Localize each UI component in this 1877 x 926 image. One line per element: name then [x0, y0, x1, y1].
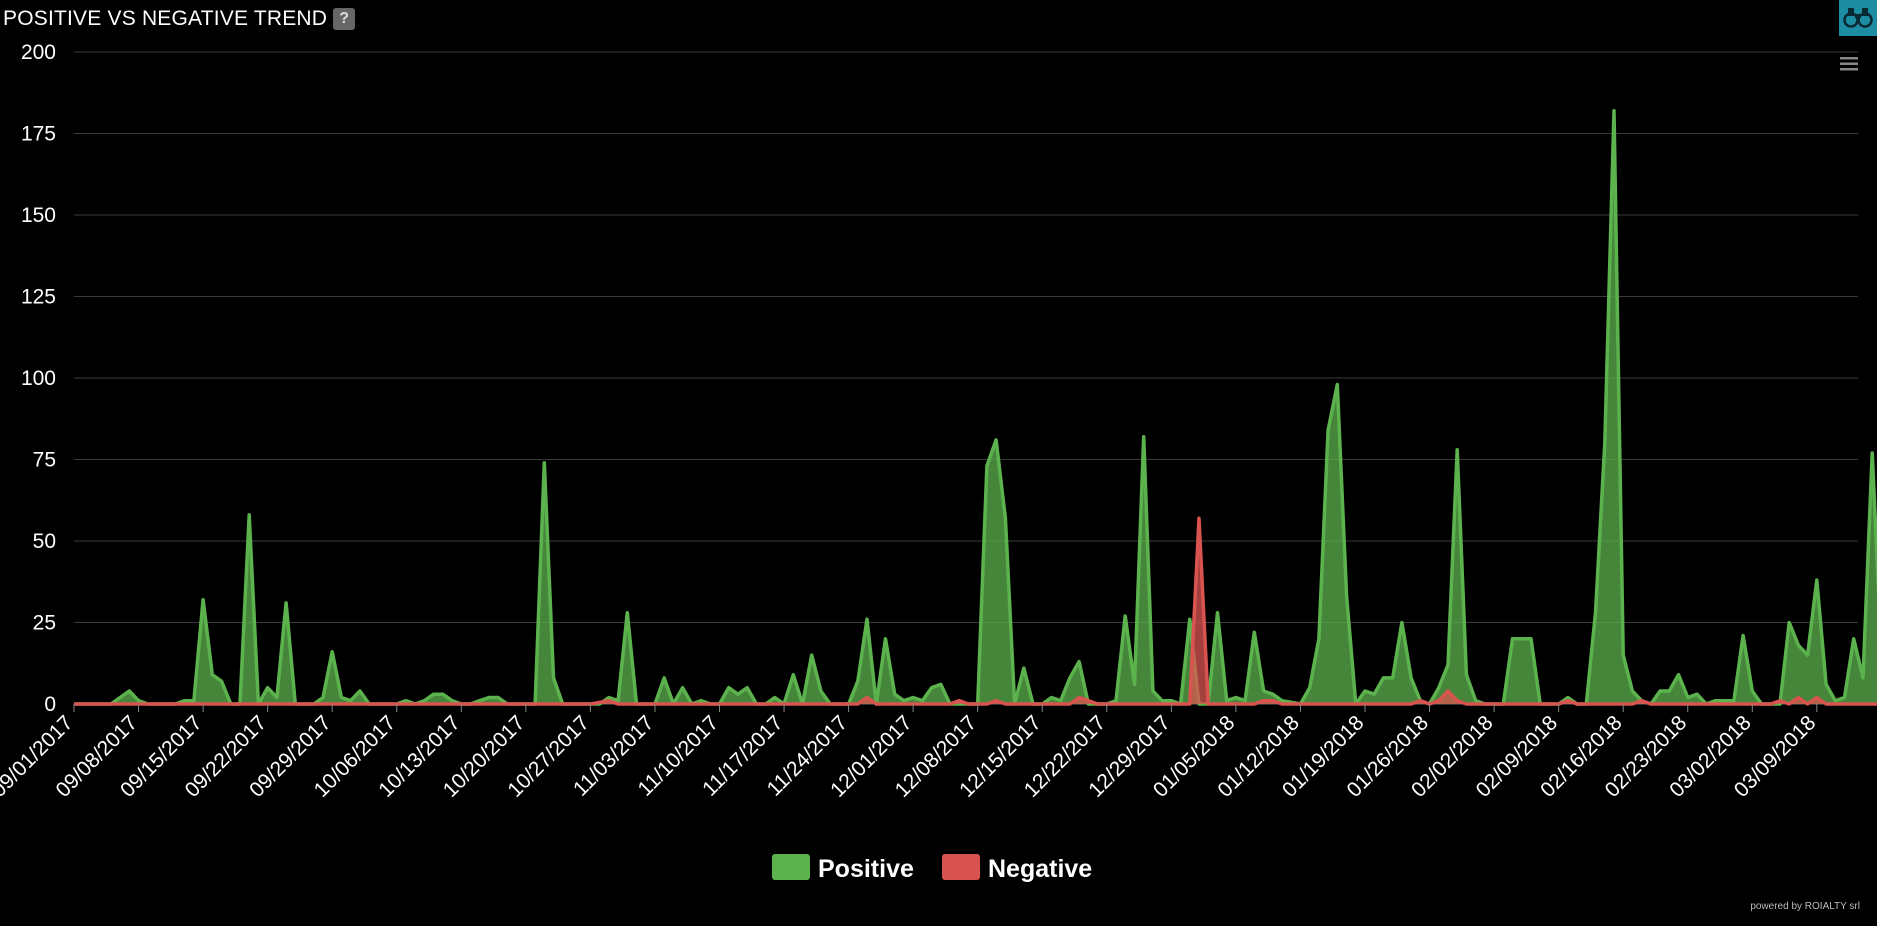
y-tick-label: 175: [21, 123, 56, 146]
y-tick-label: 200: [21, 41, 56, 64]
y-tick-label: 0: [44, 693, 56, 716]
y-tick-label: 75: [33, 449, 56, 472]
powered-by-credit: powered by ROIALTY srl: [1750, 901, 1860, 912]
series-line-negative: [74, 516, 1877, 706]
y-tick-label: 150: [21, 204, 56, 227]
legend-label-positive: Positive: [818, 855, 914, 883]
hamburger-menu-icon[interactable]: [1839, 54, 1859, 74]
legend-swatch-positive: [772, 854, 810, 880]
help-icon[interactable]: ?: [333, 8, 356, 30]
legend-label-negative: Negative: [988, 855, 1092, 883]
binoculars-icon[interactable]: [1839, 0, 1877, 36]
y-tick-label: 50: [33, 530, 56, 553]
legend-swatch-negative: [942, 854, 980, 880]
chart-header: POSITIVE VS NEGATIVE TREND ?: [3, 6, 356, 32]
y-tick-label: 100: [21, 367, 56, 390]
y-tick-label: 125: [21, 286, 56, 309]
chart-title: POSITIVE VS NEGATIVE TREND: [3, 7, 328, 30]
y-tick-label: 25: [33, 612, 56, 635]
